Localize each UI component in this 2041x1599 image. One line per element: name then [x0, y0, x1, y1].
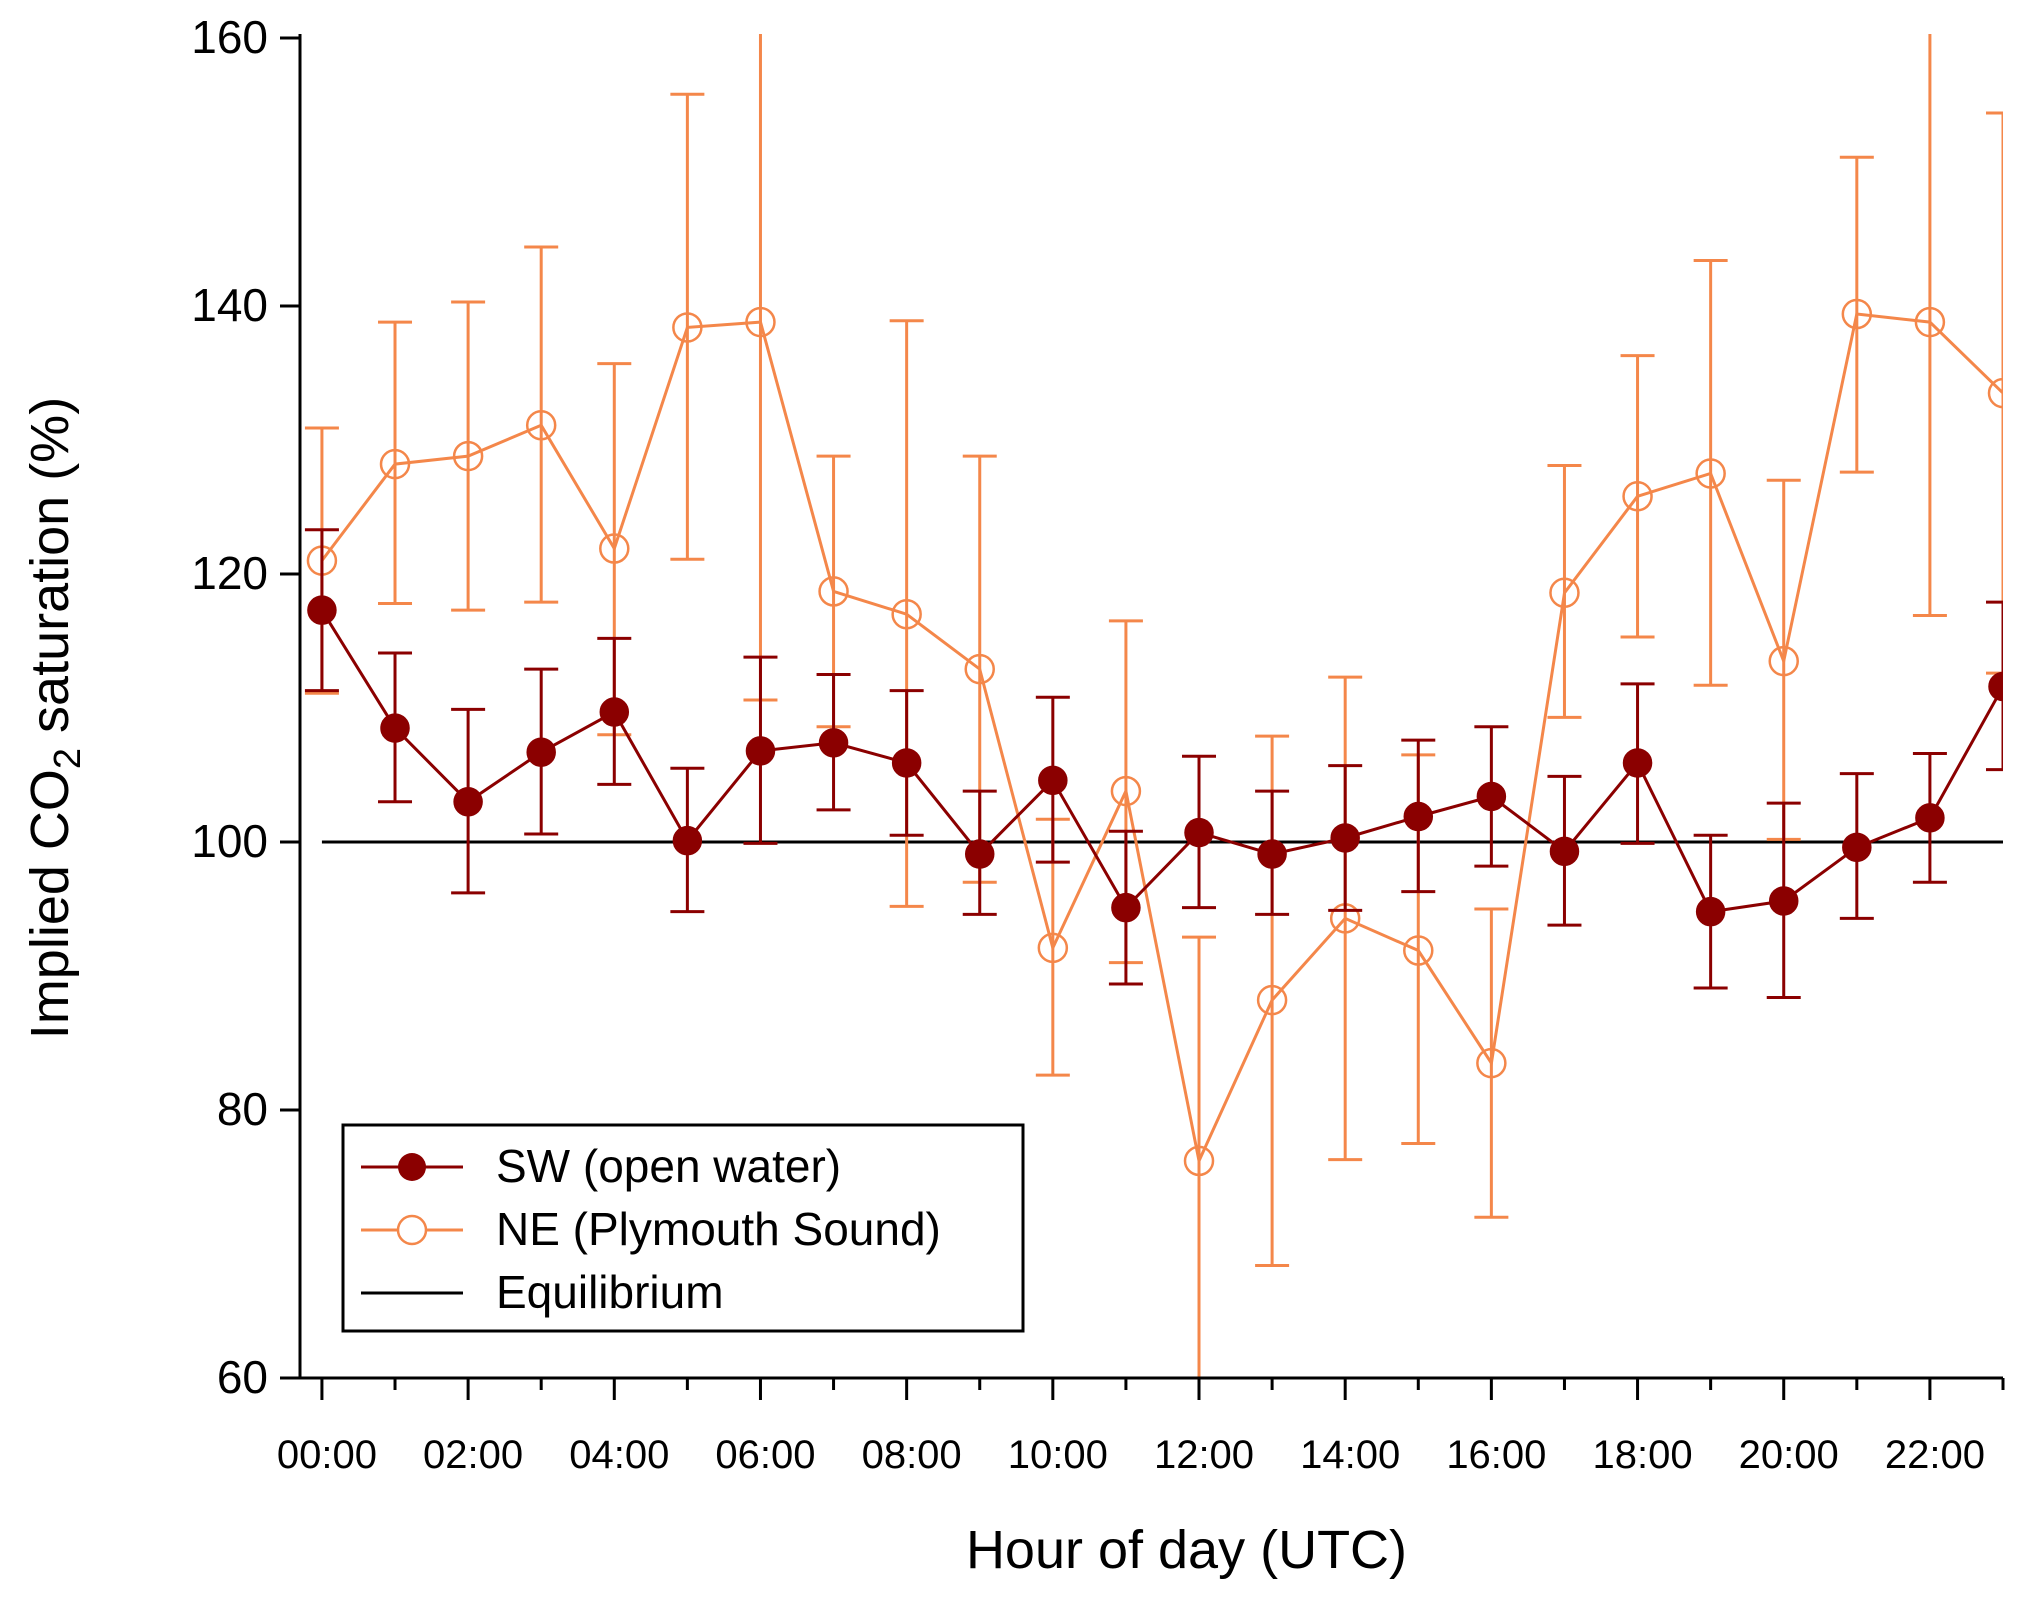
ne-error-bar	[1986, 111, 2003, 675]
sw-data-point	[672, 825, 703, 856]
sw-line	[320, 609, 2003, 914]
y-axis-title: Implied CO2 saturation (%)	[20, 397, 89, 1039]
sw-data-point	[1915, 803, 1945, 833]
sw-data-point	[380, 713, 410, 743]
ne-data-point	[1110, 775, 1142, 807]
ne-data-point	[525, 410, 557, 441]
sw-error-bar	[1986, 600, 2003, 772]
ne-data-point	[1256, 984, 1288, 1016]
legend-swatch-marker	[396, 1214, 428, 1246]
ne-data-point	[452, 440, 484, 472]
x-tick-label: 04:00	[569, 1433, 669, 1477]
sw-data-point	[1257, 839, 1287, 869]
ne-data-point	[1403, 935, 1434, 966]
axes: 60 80 100 120 140 160 00:00 02:00 04:00 06:00 08:0…	[20, 11, 2005, 1580]
x-tick-label: 02:00	[423, 1433, 523, 1477]
x-tick-label: 16:00	[1446, 1433, 1546, 1477]
sw-data-point	[745, 736, 776, 766]
sw-series	[304, 528, 2003, 999]
ne-data-point	[891, 598, 922, 630]
sw-data-point	[1403, 801, 1434, 832]
legend-label: NE (Plymouth Sound)	[496, 1203, 941, 1255]
sw-data-point	[1038, 765, 1068, 796]
sw-data-point	[1768, 886, 1799, 916]
legend-box	[341, 1123, 1025, 1333]
sw-data-point	[1549, 836, 1580, 867]
sw-data-point	[453, 787, 483, 817]
legend: SW (open water) NE (Plymouth Sound) Equili…	[341, 1123, 1025, 1333]
sw-data-point	[891, 748, 922, 778]
ne-data-point	[1549, 577, 1580, 609]
sw-data-point	[964, 839, 995, 869]
ne-data-point	[1914, 306, 1946, 338]
ne-data-point	[379, 448, 411, 480]
x-tick-label: 06:00	[715, 1433, 815, 1477]
ne-data-point	[1695, 458, 1726, 489]
ne-data-point	[1841, 298, 1873, 330]
x-tick-label: 12:00	[1154, 1433, 1254, 1477]
ne-data-point	[1768, 645, 1799, 677]
ne-data-point	[1183, 1145, 1215, 1177]
sw-data-point	[1622, 748, 1653, 778]
x-tick-label: 10:00	[1008, 1433, 1108, 1477]
legend-label: SW (open water)	[496, 1140, 841, 1192]
y-tick-label: 140	[191, 279, 268, 331]
sw-data-point	[1695, 896, 1726, 927]
legend-item-ne: NE (Plymouth Sound)	[361, 1203, 941, 1255]
y-tick-label: 160	[191, 11, 268, 63]
ne-data-point	[964, 653, 995, 685]
ne-data-point	[672, 312, 703, 343]
x-tick-label: 14:00	[1300, 1433, 1400, 1477]
legend-label: Equilibrium	[496, 1266, 724, 1318]
sw-data-point	[1184, 817, 1214, 848]
plot-area	[304, 34, 2003, 1378]
sw-data-point	[1988, 671, 2003, 702]
sw-data-point	[1330, 823, 1360, 853]
sw-data-point	[599, 697, 630, 727]
ne-data-point	[1476, 1047, 1507, 1079]
ne-data-point	[1037, 932, 1069, 964]
sw-data-point	[1111, 892, 1141, 923]
x-axis-title: Hour of day (UTC)	[966, 1520, 1407, 1580]
y-tick-label: 120	[191, 547, 268, 599]
sw-data-point	[1476, 781, 1507, 812]
legend-item-equilibrium: Equilibrium	[361, 1266, 724, 1318]
ne-data-point	[818, 576, 849, 607]
ne-line	[320, 312, 2003, 1166]
x-tick-label: 22:00	[1885, 1433, 1985, 1477]
y-tick-label: 80	[217, 1083, 268, 1135]
ne-data-point	[1987, 377, 2003, 409]
y-tick-label: 60	[217, 1351, 268, 1403]
ne-data-point	[1622, 481, 1653, 512]
x-tick-label: 20:00	[1739, 1433, 1839, 1477]
x-tick-label: 00:00	[277, 1433, 377, 1477]
legend-swatch-marker	[398, 1153, 426, 1181]
legend-item-sw: SW (open water)	[361, 1140, 841, 1192]
x-tick-label: 08:00	[862, 1433, 962, 1477]
ne-data-point	[745, 306, 776, 338]
sw-data-point	[526, 737, 556, 767]
sw-data-point	[818, 728, 849, 758]
ne-data-point	[599, 533, 630, 564]
sw-data-point	[1842, 832, 1872, 863]
sw-data-point	[307, 595, 337, 625]
y-tick-label: 100	[191, 815, 268, 867]
ne-error-bar	[743, 34, 778, 702]
x-tick-label: 18:00	[1592, 1433, 1692, 1477]
